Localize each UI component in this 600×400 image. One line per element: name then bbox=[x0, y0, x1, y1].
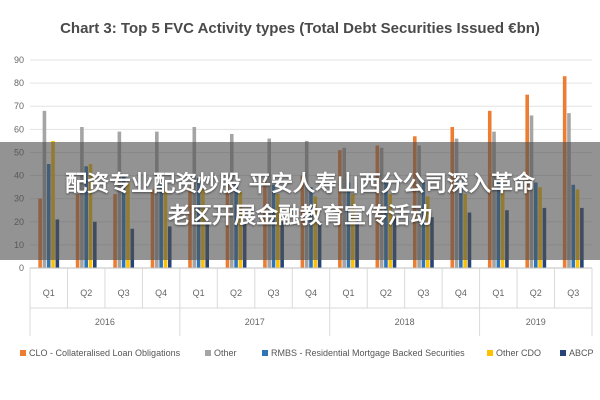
y-tick-label: 0 bbox=[19, 263, 24, 273]
x-tick-label: Q1 bbox=[492, 288, 504, 298]
legend-label: RMBS - Residential Mortgage Backed Secur… bbox=[271, 348, 465, 358]
legend-swatch bbox=[560, 350, 566, 356]
chart-title: Chart 3: Top 5 FVC Activity types (Total… bbox=[60, 20, 540, 37]
x-tick-label: Q4 bbox=[155, 288, 167, 298]
x-tick-label: Q1 bbox=[342, 288, 354, 298]
legend-label: Other CDO bbox=[496, 348, 541, 358]
x-tick-label: Q3 bbox=[417, 288, 429, 298]
legend: CLO - Collateralised Loan Obligations Oth… bbox=[20, 348, 594, 358]
legend-swatch bbox=[262, 350, 268, 356]
x-tick-label: Q3 bbox=[118, 288, 130, 298]
year-label: 2017 bbox=[245, 317, 265, 327]
x-tick-label: Q3 bbox=[268, 288, 280, 298]
year-label: 2019 bbox=[526, 317, 546, 327]
x-tick-label: Q2 bbox=[530, 288, 542, 298]
legend-swatch bbox=[20, 350, 26, 356]
watermark-overlay-banner: 配资专业配资炒股 平安人寿山西分公司深入革命 老区开展金融教育宣传活动 bbox=[0, 142, 600, 260]
x-tick-label: Q4 bbox=[455, 288, 467, 298]
x-tick-label: Q1 bbox=[43, 288, 55, 298]
legend-swatch bbox=[205, 350, 211, 356]
x-tick-label: Q2 bbox=[380, 288, 392, 298]
y-tick-label: 90 bbox=[14, 55, 24, 65]
x-tick-label: Q2 bbox=[230, 288, 242, 298]
y-tick-label: 60 bbox=[14, 124, 24, 134]
year-label: 2016 bbox=[95, 317, 115, 327]
legend-swatch bbox=[487, 350, 493, 356]
x-axis: Q1 Q2 Q3 Q4 Q1 Q2 Q3 Q4 Q1 Q2 Q3 Q4 Q1 Q2 Q3 2016 2017 20… bbox=[29, 267, 593, 336]
legend-label: ABCP bbox=[569, 348, 594, 358]
overlay-text-line-1: 配资专业配资炒股 平安人寿山西分公司深入革命 bbox=[65, 172, 535, 197]
year-label: 2018 bbox=[395, 317, 415, 327]
x-tick-label: Q1 bbox=[193, 288, 205, 298]
x-tick-label: Q2 bbox=[80, 288, 92, 298]
x-tick-label: Q4 bbox=[305, 288, 317, 298]
legend-label: Other bbox=[214, 348, 237, 358]
overlay-text-line-2: 老区开展金融教育宣传活动 bbox=[167, 204, 432, 229]
legend-label: CLO - Collateralised Loan Obligations bbox=[29, 348, 181, 358]
y-tick-label: 80 bbox=[14, 78, 24, 88]
y-tick-label: 70 bbox=[14, 101, 24, 111]
x-tick-label: Q3 bbox=[567, 288, 579, 298]
